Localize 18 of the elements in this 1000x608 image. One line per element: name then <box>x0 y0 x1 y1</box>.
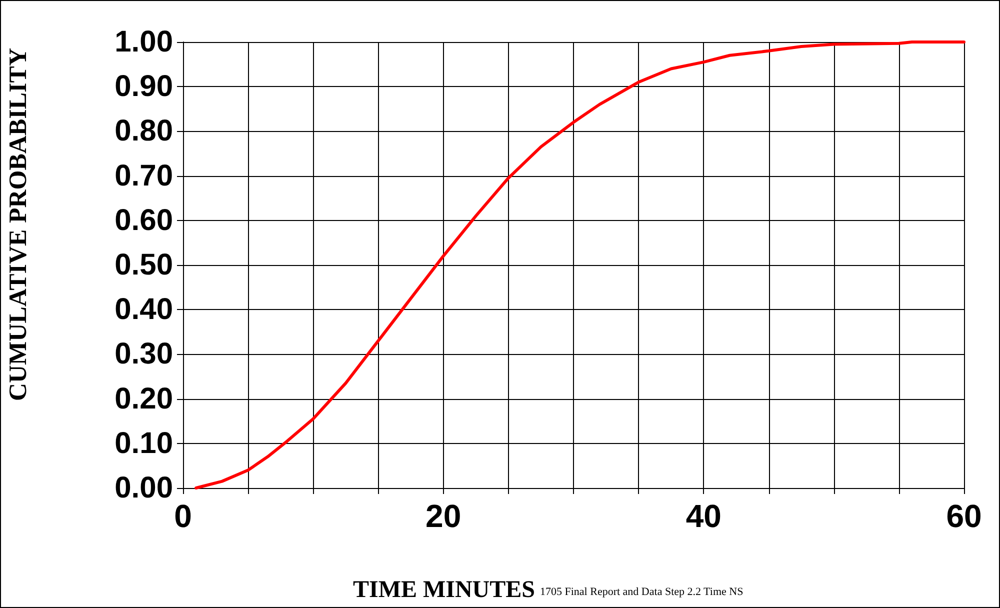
y-tick-label: 0.50 <box>114 248 173 282</box>
y-tick-label: 0.30 <box>114 338 173 371</box>
y-tick-label: 0.20 <box>114 382 173 416</box>
x-tick-label: 0 <box>174 498 192 534</box>
y-tick-label: 1.00 <box>114 26 173 58</box>
text: 1705 Final Report and Data Step 2.2 Time NS <box>540 586 744 598</box>
y-tick-label: 0.10 <box>114 426 173 460</box>
y-tick-label: 0.00 <box>114 472 173 504</box>
x-tick-label: 40 <box>686 498 722 534</box>
y-tick-label: 0.40 <box>114 293 173 326</box>
y-tick-label: 0.90 <box>114 70 173 104</box>
x-tick-label: 20 <box>426 498 462 534</box>
y-tick-label: 0.60 <box>114 204 173 237</box>
y-tick-label: 0.80 <box>114 114 173 148</box>
x-axis-title: TIME MINUTES <box>352 577 535 603</box>
y-tick-label: 0.70 <box>114 159 173 192</box>
y-axis-title: CUMULATIVE PROBABILITY <box>5 48 32 402</box>
x-tick-label: 60 <box>946 498 982 534</box>
